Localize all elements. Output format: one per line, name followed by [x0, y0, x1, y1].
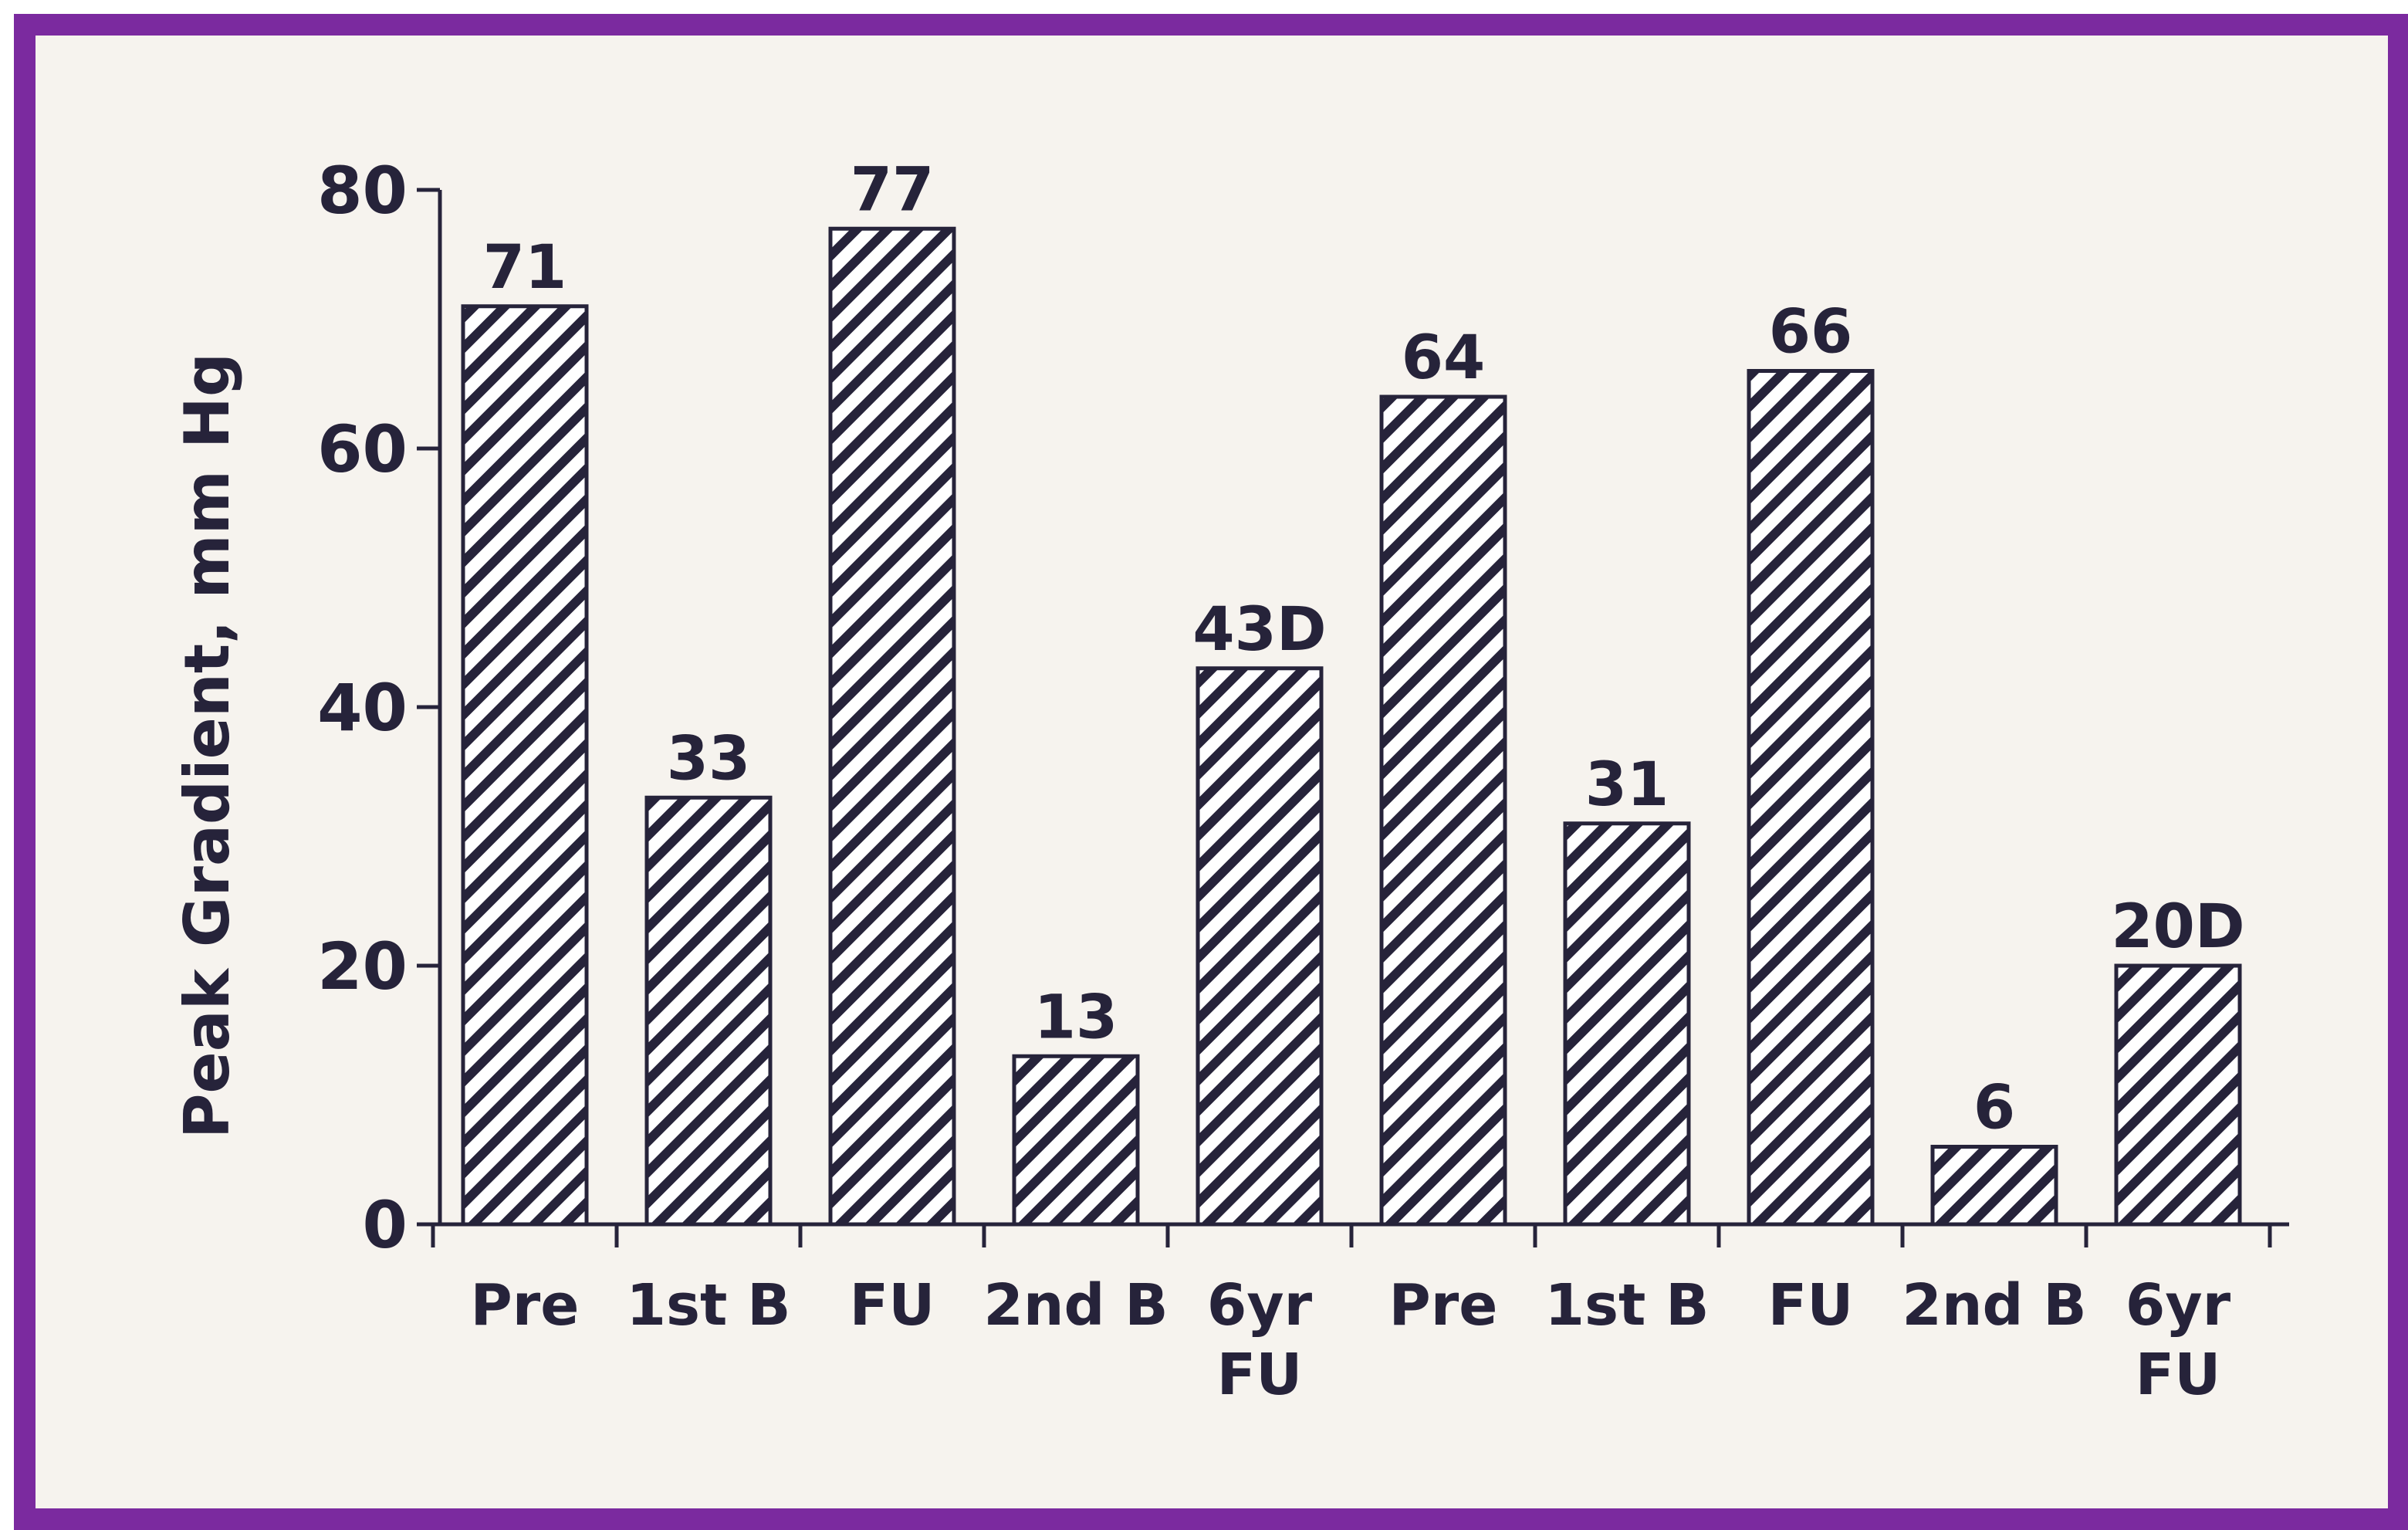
bars: [461, 226, 2242, 1227]
data-label: 13: [1034, 983, 1118, 1052]
x-tick-label: FU: [2136, 1342, 2221, 1408]
y-axis-label-group: Peak Gradient, mm Hg: [171, 353, 243, 1139]
x-tick-label: FU: [850, 1272, 935, 1339]
x-tick-label: 1st B: [626, 1272, 790, 1339]
bar: [644, 795, 773, 1227]
data-label: 6: [1973, 1074, 2015, 1143]
data-label: 43D: [1192, 595, 1326, 665]
bar: [1196, 666, 1324, 1227]
bar: [1379, 394, 1507, 1227]
data-label: 20D: [2111, 892, 2244, 962]
x-tick-label: FU: [1217, 1342, 1303, 1408]
data-label: 66: [1769, 298, 1853, 367]
chart-frame: Peak Gradient, mm Hg 0 20 40 60 80 71 33 77 13 4…: [14, 14, 2408, 1530]
data-label: 71: [483, 233, 567, 303]
data-label: 77: [851, 155, 935, 225]
bar-chart: Peak Gradient, mm Hg 0 20 40 60 80 71 33 77 13 4…: [171, 153, 2289, 1408]
y-tick-label: 0: [363, 1187, 408, 1263]
x-tick-label: FU: [1768, 1272, 1854, 1339]
y-axis-label: Peak Gradient, mm Hg: [171, 353, 243, 1139]
data-label: 33: [667, 724, 751, 794]
bar: [2114, 963, 2242, 1227]
x-tick-label: 2nd B: [1902, 1272, 2086, 1339]
y-tick-label: 60: [317, 411, 408, 487]
y-tick-label: 80: [317, 153, 408, 228]
bar: [1930, 1145, 2058, 1227]
x-tick-label: 6yr: [2126, 1272, 2231, 1339]
bar: [461, 304, 589, 1227]
y-ticks: 0 20 40 60 80: [317, 153, 440, 1263]
data-label: 64: [1402, 323, 1486, 393]
x-tick-label: Pre: [471, 1272, 580, 1339]
x-tick-label: 6yr: [1207, 1272, 1313, 1339]
bar: [1012, 1054, 1140, 1227]
bar: [1747, 369, 1875, 1227]
bar: [828, 226, 956, 1227]
x-tick-label: 2nd B: [983, 1272, 1168, 1339]
x-tick-label: 1st B: [1544, 1272, 1709, 1339]
bar: [1563, 821, 1691, 1227]
x-tick-label: Pre: [1389, 1272, 1498, 1339]
y-tick-label: 20: [317, 929, 408, 1004]
data-label: 31: [1585, 750, 1669, 820]
y-tick-label: 40: [317, 670, 408, 746]
